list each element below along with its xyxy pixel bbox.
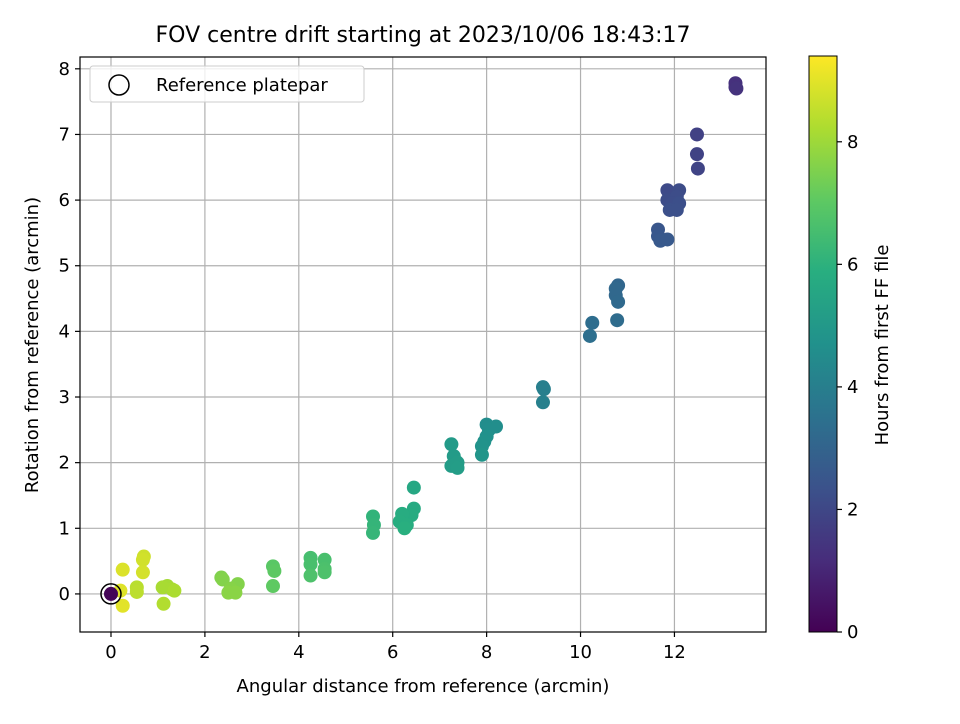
gridlines bbox=[80, 57, 766, 632]
data-point bbox=[397, 521, 412, 536]
y-tick-label: 8 bbox=[59, 59, 70, 80]
x-tick-label: 10 bbox=[569, 642, 592, 663]
legend: Reference platepar bbox=[89, 65, 365, 103]
data-point bbox=[115, 598, 130, 613]
y-axis-label: Rotation from reference (arcmin) bbox=[22, 197, 43, 493]
plot-frame bbox=[79, 56, 767, 633]
data-point bbox=[611, 294, 626, 309]
colorbar-tick-label: 4 bbox=[847, 377, 858, 398]
data-point bbox=[135, 565, 150, 580]
y-tick-label: 4 bbox=[59, 321, 70, 342]
colorbar-tick-label: 6 bbox=[847, 254, 858, 275]
data-point bbox=[115, 562, 130, 577]
y-tick-label: 0 bbox=[59, 584, 70, 605]
data-point bbox=[444, 437, 459, 452]
data-point bbox=[582, 328, 597, 343]
x-tick-label: 0 bbox=[105, 642, 116, 663]
colorbar-tick-label: 8 bbox=[847, 132, 858, 153]
data-point bbox=[303, 568, 318, 583]
colorbar: 0 2 4 6 8 Hours from first FF file bbox=[808, 55, 893, 643]
x-tick-label: 2 bbox=[199, 642, 210, 663]
data-point bbox=[610, 313, 625, 328]
x-axis-ticks: 0 2 4 6 8 10 12 bbox=[105, 632, 686, 663]
colorbar-tick-label: 2 bbox=[847, 499, 858, 520]
x-tick-label: 6 bbox=[387, 642, 398, 663]
data-point bbox=[317, 565, 332, 580]
data-point bbox=[669, 202, 684, 217]
y-tick-label: 7 bbox=[59, 124, 70, 145]
y-axis-ticks: 0 1 2 3 4 5 6 7 8 bbox=[59, 59, 80, 605]
data-point bbox=[689, 147, 704, 162]
y-tick-label: 5 bbox=[59, 256, 70, 277]
data-point bbox=[660, 232, 675, 247]
chart-title: FOV centre drift starting at 2023/10/06 … bbox=[156, 23, 691, 48]
data-point bbox=[167, 583, 182, 598]
data-point bbox=[690, 161, 705, 176]
data-point bbox=[536, 382, 551, 397]
x-tick-label: 12 bbox=[663, 642, 686, 663]
colorbar-label: Hours from first FF file bbox=[872, 245, 893, 446]
data-point bbox=[156, 596, 171, 611]
data-point bbox=[103, 586, 118, 601]
x-tick-label: 8 bbox=[481, 642, 492, 663]
colorbar-gradient bbox=[808, 55, 838, 633]
legend-box bbox=[89, 65, 365, 103]
data-point bbox=[365, 525, 380, 540]
data-point bbox=[474, 447, 489, 462]
data-point bbox=[585, 315, 600, 330]
reference-platepar-marker bbox=[100, 583, 122, 605]
x-axis-label: Angular distance from reference (arcmin) bbox=[237, 676, 610, 697]
colorbar-tick-label: 0 bbox=[847, 622, 858, 643]
x-tick-label: 4 bbox=[293, 642, 304, 663]
y-tick-label: 2 bbox=[59, 453, 70, 474]
data-point bbox=[129, 584, 144, 599]
data-point bbox=[228, 585, 243, 600]
reference-marker bbox=[100, 583, 122, 605]
data-point bbox=[406, 480, 421, 495]
data-point bbox=[215, 572, 230, 587]
y-tick-label: 3 bbox=[59, 387, 70, 408]
data-point bbox=[729, 81, 744, 96]
legend-label: Reference platepar bbox=[156, 75, 328, 96]
data-point bbox=[450, 460, 465, 475]
data-point bbox=[135, 552, 150, 567]
data-point bbox=[689, 127, 704, 142]
data-point bbox=[267, 563, 282, 578]
data-point bbox=[303, 557, 318, 572]
data-point bbox=[535, 395, 550, 410]
data-points bbox=[103, 76, 744, 613]
data-point bbox=[265, 579, 280, 594]
y-tick-label: 6 bbox=[59, 190, 70, 211]
legend-marker-icon bbox=[108, 74, 130, 96]
y-tick-label: 1 bbox=[59, 518, 70, 539]
colorbar-ticks: 0 2 4 6 8 bbox=[837, 132, 858, 643]
